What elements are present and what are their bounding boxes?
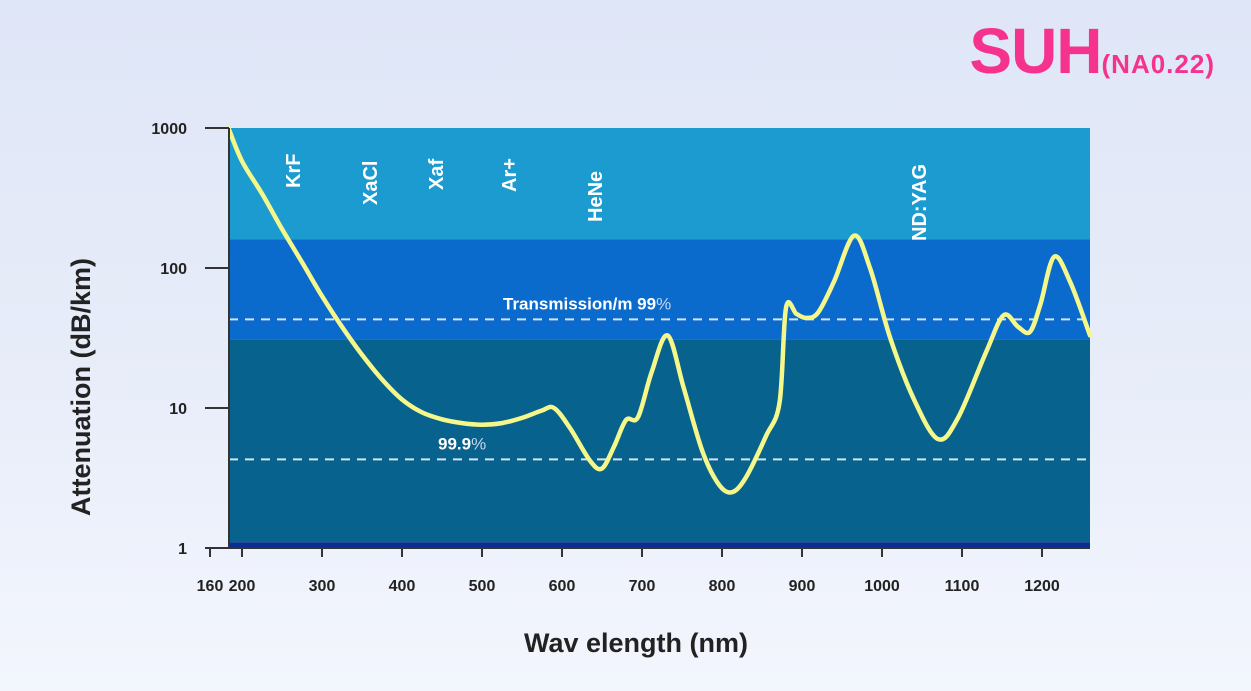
band-1	[229, 239, 1090, 340]
band-3	[229, 542, 1090, 548]
x-tick-label-1000: 1000	[864, 578, 900, 595]
chart-title-main: SUH	[969, 15, 1102, 87]
ref-label-text-0: Transmission/m	[503, 294, 637, 313]
laser-label-xacl: XaCl	[360, 161, 382, 205]
laser-label-nd-yag: ND:YAG	[909, 164, 931, 241]
reference-lines: Transmission/m 99%99.9%	[229, 294, 1090, 461]
x-tick-label-500: 500	[469, 578, 496, 595]
chart-title-sub: (NA0.22)	[1101, 49, 1215, 79]
x-tick-label-400: 400	[389, 578, 416, 595]
x-axis-title: Wav elength (nm)	[524, 628, 748, 658]
laser-label-hene: HeNe	[585, 171, 607, 222]
chart-bands	[229, 128, 1090, 548]
ref-label-0: Transmission/m 99%	[503, 294, 671, 313]
y-tick-label-1000: 1000	[151, 121, 187, 138]
x-tick-label-1200: 1200	[1024, 578, 1060, 595]
x-tick-label-900: 900	[789, 578, 816, 595]
attenuation-curve	[226, 125, 1093, 495]
y-tick-label-1: 1	[178, 541, 187, 558]
x-tick-label-800: 800	[709, 578, 736, 595]
laser-label-ar-: Ar+	[499, 158, 521, 192]
x-tick-label-200: 200	[229, 578, 256, 595]
laser-labels: KrF XaCl Xaf Ar+ HeNe ND:YAG	[283, 154, 931, 241]
ref-label-value-0: 99	[637, 294, 656, 313]
y-tick-label-10: 10	[169, 401, 187, 418]
laser-label-xaf: Xaf	[426, 159, 448, 190]
ref-label-1: 99.9%	[438, 434, 486, 453]
laser-label-krf: KrF	[283, 154, 305, 188]
x-tick-label-700: 700	[629, 578, 656, 595]
axes	[210, 128, 1090, 549]
y-tick-label-100: 100	[160, 261, 187, 278]
x-ticks: 160 200 300 400 500 600 700 800 900 1000 1100 1200	[197, 548, 1060, 595]
band-0	[229, 128, 1090, 240]
x-tick-label-160: 160	[197, 578, 224, 595]
x-tick-label-600: 600	[549, 578, 576, 595]
ref-label-value-1: 99.9	[438, 434, 471, 453]
ref-label-unit-0: %	[656, 294, 671, 313]
y-axis-title: Attenuation (dB/km)	[66, 258, 96, 516]
x-tick-label-1100: 1100	[945, 578, 980, 595]
ref-label-unit-1: %	[471, 434, 486, 453]
chart-title: SUH(NA0.22)	[969, 14, 1215, 88]
x-tick-label-300: 300	[309, 578, 336, 595]
y-ticks: 1 10 100 1000	[151, 121, 229, 558]
band-2	[229, 339, 1090, 543]
